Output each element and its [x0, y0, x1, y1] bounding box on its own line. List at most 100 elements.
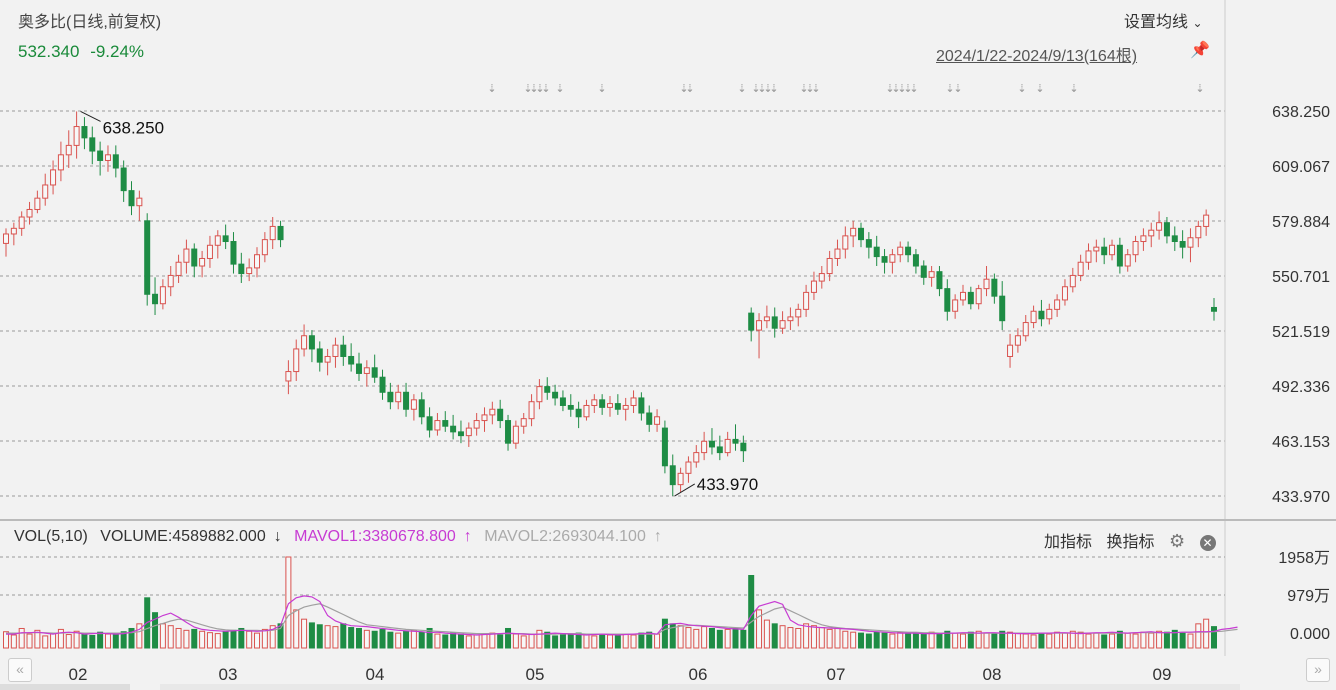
- volume-bar: [512, 633, 519, 649]
- volume-bar: [967, 631, 974, 649]
- candle-body: [1187, 237, 1194, 248]
- candle-body: [324, 355, 331, 363]
- candle-body: [607, 403, 613, 408]
- volume-bar: [50, 632, 57, 649]
- scrollbar-thumb[interactable]: [0, 684, 130, 690]
- volume-bar: [199, 630, 206, 649]
- scroll-right-button[interactable]: »: [1306, 658, 1330, 682]
- volume-bar: [1109, 633, 1116, 649]
- price-axis: 638.250 609.067 579.884 550.701 521.519 492.3…: [1272, 104, 1330, 506]
- candle-body: [834, 248, 841, 259]
- candle-body: [136, 197, 143, 207]
- candle-body: [1171, 235, 1178, 243]
- volume-bar: [136, 623, 143, 649]
- volume-bar: [371, 630, 378, 649]
- candle-body: [481, 414, 488, 422]
- volume-bar: [732, 627, 739, 649]
- close-icon[interactable]: ✕: [1199, 534, 1216, 551]
- candle-body: [1085, 250, 1092, 263]
- volume-bar: [1156, 630, 1163, 649]
- candle-body: [999, 295, 1006, 322]
- ma-settings-button[interactable]: 设置均线 ⌄: [1124, 8, 1203, 32]
- event-marker-icon: ⇣: [751, 83, 760, 95]
- candle-body: [371, 367, 378, 378]
- candle-body: [222, 235, 229, 243]
- volume-bar: [583, 634, 590, 649]
- candle-body: [591, 399, 598, 406]
- volume-bar: [567, 633, 574, 649]
- price-grid: [0, 0, 1336, 656]
- volume-bar: [842, 630, 849, 649]
- volume-bar: [654, 633, 661, 649]
- candle-body: [646, 412, 653, 425]
- candle-body: [489, 408, 496, 416]
- down-arrow-icon: ↓: [273, 528, 282, 545]
- event-marker-icon: ⇣: [1195, 83, 1204, 95]
- candle-body: [450, 425, 457, 433]
- x-tick-label: 02: [69, 665, 88, 684]
- volume-bar: [1211, 626, 1217, 649]
- volume-bar: [395, 632, 402, 649]
- candle-body: [850, 227, 857, 237]
- candle-body: [301, 335, 308, 350]
- scrollbar-track[interactable]: [160, 684, 1240, 690]
- candle-body: [230, 241, 237, 265]
- volume-bar: [1132, 633, 1139, 649]
- candle-body: [1132, 241, 1139, 256]
- candle-body: [944, 288, 951, 312]
- candle-body: [732, 438, 739, 444]
- event-marker-icon: ⇣: [909, 83, 918, 95]
- candle-body: [512, 425, 519, 444]
- candle-body: [1014, 335, 1021, 346]
- volume-bar: [410, 629, 417, 649]
- event-marker-icon: ⇣: [541, 83, 550, 95]
- candle-body: [599, 399, 606, 408]
- candle-body: [199, 257, 206, 267]
- volume-bar: [944, 630, 951, 649]
- event-marker-icon: ⇣: [903, 83, 912, 95]
- event-marker-icon: ⇣: [885, 83, 894, 95]
- volume-bar: [795, 627, 802, 649]
- volume-bar: [497, 634, 504, 649]
- volume-bar: [708, 627, 715, 649]
- gear-icon[interactable]: ⚙: [1168, 531, 1186, 551]
- candle-body: [50, 169, 57, 186]
- candle-body: [771, 316, 778, 329]
- candle-body: [18, 216, 25, 229]
- volume-bar: [230, 629, 237, 649]
- candle-body: [803, 291, 810, 310]
- add-indicator-button[interactable]: 加指标: [1044, 534, 1093, 551]
- date-range-link[interactable]: 2024/1/22-2024/9/13(164根): [936, 48, 1138, 65]
- candle-body: [1030, 310, 1037, 324]
- candle-body: [97, 150, 104, 161]
- candle-body: [261, 239, 268, 256]
- candle-body: [818, 273, 825, 282]
- candle-body: [128, 190, 135, 207]
- candle-body: [756, 320, 763, 331]
- candle-body: [1116, 244, 1123, 267]
- candle-body: [842, 235, 849, 250]
- candle-body: [575, 408, 582, 418]
- scroll-left-button[interactable]: «: [8, 658, 32, 682]
- volume-bar: [308, 622, 315, 649]
- switch-indicator-button[interactable]: 换指标: [1106, 534, 1155, 551]
- volume-bar: [622, 633, 629, 649]
- y-tick-label: 609.067: [1272, 159, 1330, 176]
- volume-axis: 1958万 979万 0.000: [1278, 550, 1330, 643]
- candle-body: [442, 420, 449, 427]
- candle-body: [457, 431, 464, 437]
- up-arrow-icon: ↑: [463, 528, 472, 545]
- candle-body: [418, 399, 425, 418]
- volume-bar: [183, 629, 190, 649]
- candle-body: [26, 208, 33, 218]
- candle-body: [65, 144, 72, 156]
- volume-bar: [756, 609, 763, 649]
- ma-settings-label: 设置均线: [1124, 14, 1189, 31]
- pin-icon[interactable]: 📌: [1190, 42, 1210, 59]
- volume-bar: [57, 628, 64, 649]
- candle-body: [1038, 310, 1045, 320]
- volume-bar: [489, 632, 496, 649]
- volume-bar: [1187, 633, 1194, 649]
- candle-body: [175, 261, 182, 276]
